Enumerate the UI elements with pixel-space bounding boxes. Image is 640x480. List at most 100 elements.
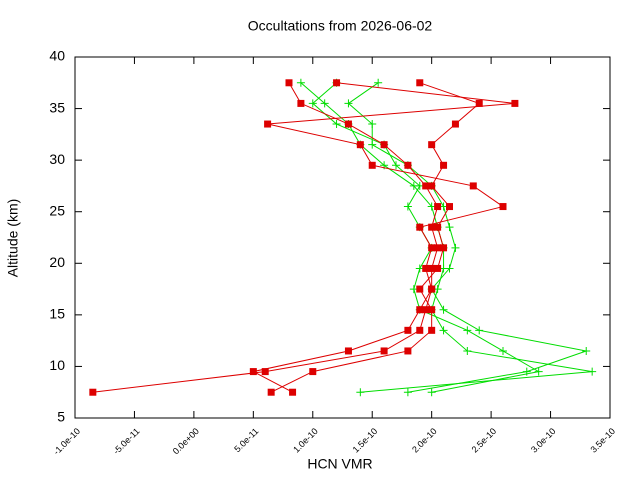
marker (344, 347, 352, 355)
marker (451, 120, 459, 128)
marker (428, 264, 436, 272)
y-tick-label: 30 (49, 151, 65, 167)
marker (249, 368, 257, 376)
profile-line (270, 82, 481, 393)
x-tick-label: 1.0e-10 (291, 426, 320, 455)
y-axis-label: Altitude (km) (5, 199, 21, 278)
profile-line (251, 82, 515, 393)
y-tick-label: 5 (57, 409, 65, 425)
marker (428, 223, 436, 231)
marker (392, 161, 400, 170)
marker (89, 388, 97, 396)
marker (297, 99, 305, 107)
x-tick-label: 2.5e-10 (470, 426, 499, 455)
marker (404, 326, 412, 334)
marker (289, 388, 297, 396)
marker (403, 388, 412, 397)
x-axis-label: HCN VMR (307, 456, 372, 472)
series (249, 79, 519, 396)
marker (440, 244, 448, 252)
marker (332, 120, 341, 129)
marker (475, 99, 483, 107)
marker (404, 347, 412, 355)
marker (416, 285, 424, 293)
marker (264, 120, 272, 128)
marker (416, 223, 424, 231)
marker (356, 388, 365, 397)
marker (404, 161, 412, 169)
marker (588, 367, 597, 376)
marker (534, 367, 543, 376)
marker (368, 120, 377, 129)
marker (416, 79, 424, 87)
marker (434, 203, 442, 211)
marker (308, 99, 317, 108)
marker (499, 203, 507, 211)
x-tick-label: 1.5e-10 (351, 426, 380, 455)
marker (428, 141, 436, 149)
marker (434, 223, 442, 231)
marker (422, 264, 430, 272)
marker (261, 368, 269, 376)
marker (320, 99, 329, 108)
marker (380, 141, 388, 149)
marker (296, 78, 305, 87)
x-tick-label: 3.0e-10 (529, 426, 558, 455)
y-tick-label: 20 (49, 254, 65, 270)
marker (285, 79, 293, 87)
marker (440, 161, 448, 169)
profile-line (92, 82, 439, 393)
marker (403, 202, 412, 211)
marker (428, 182, 436, 190)
chart-title: Occultations from 2026-06-02 (248, 18, 433, 34)
x-tick-label: -5.0e-11 (111, 426, 141, 456)
marker (267, 388, 275, 396)
marker (445, 264, 454, 273)
x-tick-label: 2.0e-10 (410, 426, 439, 455)
plot-border (74, 56, 611, 419)
marker (475, 326, 484, 335)
profile-line (347, 82, 589, 393)
marker (428, 285, 436, 293)
marker (434, 244, 442, 252)
marker (368, 140, 377, 149)
marker (434, 264, 442, 272)
marker (511, 99, 519, 107)
marker (309, 368, 317, 376)
x-tick-label: 5.0e-11 (232, 426, 260, 454)
marker (333, 79, 341, 87)
marker (416, 306, 424, 314)
marker (582, 346, 591, 355)
y-tick-label: 15 (49, 306, 65, 322)
marker (428, 326, 436, 334)
marker (445, 223, 454, 232)
marker (446, 203, 453, 211)
marker (427, 388, 436, 397)
marker (463, 326, 472, 335)
y-tick-label: 25 (49, 202, 65, 218)
marker (451, 243, 460, 252)
series (267, 79, 483, 396)
marker (422, 182, 430, 190)
marker (439, 305, 448, 314)
y-tick-label: 40 (49, 48, 65, 64)
marker (356, 141, 364, 149)
marker (463, 346, 472, 355)
marker (428, 244, 436, 252)
marker (380, 347, 388, 355)
marker (374, 78, 383, 87)
marker (499, 346, 507, 355)
marker (469, 182, 477, 190)
marker (368, 161, 376, 169)
marker (344, 120, 352, 128)
x-tick-label: 3.5e-10 (588, 426, 617, 455)
x-tick-label: -1.0e-10 (51, 426, 82, 457)
marker (439, 326, 448, 335)
x-tick-label: 0.0e+00 (171, 426, 201, 456)
y-tick-label: 10 (49, 357, 65, 373)
marker (416, 326, 424, 334)
series (344, 78, 591, 397)
marker (344, 99, 353, 108)
